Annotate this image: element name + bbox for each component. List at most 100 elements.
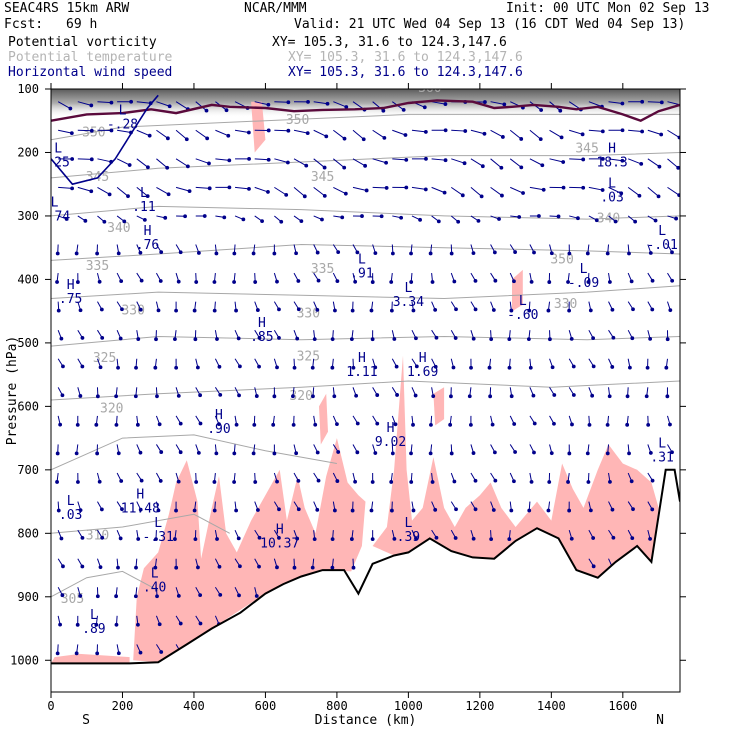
field-name-theta: Potential temperature (8, 50, 173, 65)
wind-vector (175, 101, 189, 110)
wind-vector (569, 158, 584, 160)
wind-vector-head (605, 251, 610, 256)
wind-vector-head (173, 337, 177, 342)
wind-vector-head (302, 194, 307, 199)
wind-vector (569, 129, 583, 135)
wind-vector-head (414, 536, 418, 541)
y-axis-label: Pressure (hPa) (5, 336, 20, 446)
wind-vector-head (291, 422, 296, 427)
isentrope-line (51, 513, 230, 534)
wind-vector-head (588, 508, 593, 513)
wind-vector-head (566, 280, 570, 284)
wind-vector-head (370, 537, 375, 542)
wind-vector (529, 158, 543, 166)
isentrope-label: 325 (297, 350, 320, 365)
x-tick-label: 1400 (537, 699, 566, 713)
wind-vector-head (176, 394, 181, 398)
extremum-type-label: L (140, 186, 148, 201)
wind-vector-head (165, 136, 170, 141)
wind-vector-head (546, 308, 551, 313)
wind-vector-head (174, 508, 178, 513)
extremum-type-label: L (608, 176, 616, 191)
wind-vector-head (83, 218, 88, 223)
wind-vector-head (116, 251, 121, 256)
wind-vector-head (521, 191, 525, 195)
wind-vector-head (640, 129, 645, 134)
wind-vector (77, 186, 92, 192)
wind-vector-head (409, 251, 413, 256)
wind-vector (392, 129, 406, 136)
wind-vector-head (89, 157, 94, 162)
wind-vector-head (665, 337, 670, 342)
wind-vector (156, 129, 169, 139)
wind-vector-head (620, 158, 625, 163)
wind-vector (667, 186, 680, 196)
wind-vector (293, 186, 306, 197)
wind-vector-head (156, 308, 161, 313)
wind-vector-head (80, 535, 85, 540)
wind-vector-head (451, 365, 456, 370)
wind-vector-head (95, 451, 100, 456)
x-tick-label: 200 (112, 699, 134, 713)
wind-vector-head (664, 365, 669, 370)
wind-vector (215, 158, 230, 161)
wind-vector-head (650, 478, 655, 483)
wind-vector-head (155, 394, 159, 399)
wind-vector-head (491, 508, 496, 512)
wind-vector-head (449, 451, 454, 456)
wind-vector-head (254, 594, 259, 598)
extremum-type-label: L (519, 294, 527, 309)
wind-vector-head (488, 394, 493, 399)
wind-vector-head (100, 535, 105, 540)
extremum-type-label: H (215, 408, 223, 423)
wind-vector-head (322, 194, 327, 198)
wind-vector-head (310, 365, 315, 370)
y-tick-label: 100 (17, 82, 39, 96)
wind-vector-head (178, 421, 183, 426)
wind-vector-head (312, 337, 317, 342)
wind-vector-head (78, 508, 83, 513)
wind-vector-head (492, 450, 497, 455)
wind-vector-head (176, 479, 181, 484)
isentrope-label: 310 (86, 529, 109, 544)
wind-vector-head (529, 280, 534, 284)
wind-vector-head (315, 507, 320, 512)
wind-vector-head (454, 307, 458, 312)
pv-high-region (51, 653, 130, 664)
wind-vector-head (586, 280, 591, 284)
isentrope-label: 350 (286, 113, 309, 128)
wind-vector-head (136, 537, 141, 541)
extremum-type-label: H (387, 421, 395, 436)
wind-vector-head (165, 165, 170, 170)
wind-vector-head (285, 160, 290, 165)
wind-vector (628, 129, 643, 133)
y-tick-label: 500 (17, 336, 39, 350)
wind-vector-head (468, 422, 473, 427)
wind-vector-head (369, 508, 374, 513)
wind-vector-head (80, 336, 85, 340)
wind-vector-head (550, 365, 555, 370)
wind-vector-head (292, 365, 297, 370)
wind-vector-head (591, 336, 596, 341)
wind-vector-head (257, 364, 261, 369)
wind-vector-head (135, 422, 140, 427)
isentrope-label: 320 (100, 402, 123, 417)
wind-vector-head (403, 133, 408, 137)
wind-vector-head (355, 250, 360, 255)
wind-vector-head (214, 451, 219, 456)
wind-vector-head (217, 364, 222, 369)
wind-vector (549, 158, 564, 163)
header-fcst-value: 69 h (66, 17, 98, 32)
wind-vector-head (456, 219, 461, 224)
wind-vector (352, 158, 366, 167)
wind-vector-head (349, 537, 354, 541)
wind-vector-head (657, 164, 662, 169)
wind-vector-head (159, 650, 164, 654)
wind-vector-head (351, 565, 356, 570)
wind-vector-head (260, 219, 264, 224)
header-center: NCAR/MMM (244, 1, 307, 16)
wind-vector-head (500, 135, 505, 139)
wind-vector-head (517, 215, 522, 219)
wind-vector-head (576, 216, 580, 221)
wind-vector-head (668, 308, 673, 313)
